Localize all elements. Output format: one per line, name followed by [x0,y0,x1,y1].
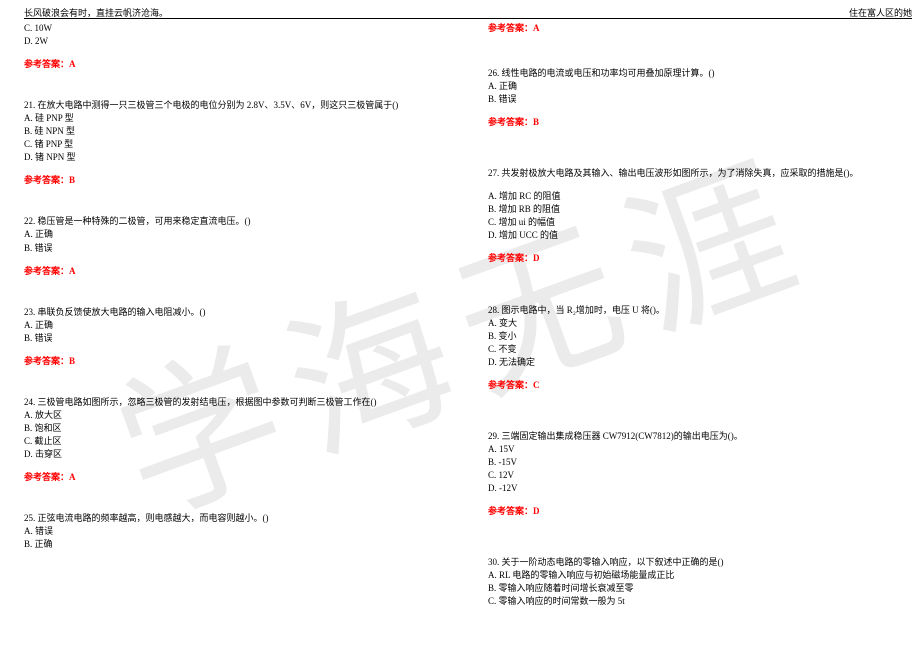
q24-answer: 参考答案：A [24,471,448,484]
q23: 23. 串联负反馈使放大电路的输入电阻减小。() A. 正确 B. 错误 参考答… [24,306,448,368]
q26-opt-b: B. 错误 [488,93,912,106]
q22-text: 22. 稳压管是一种特殊的二极管，可用来稳定直流电压。() [24,216,251,226]
q21: 21. 在放大电路中测得一只三极管三个电极的电位分别为 2.8V、3.5V、6V… [24,99,448,187]
q23-answer: 参考答案：B [24,355,448,368]
q25-answer: 参考答案：A [488,22,912,35]
q21-text: 21. 在放大电路中测得一只三极管三个电极的电位分别为 2.8V、3.5V、6V… [24,100,398,110]
q30-text: 30. 关于一阶动态电路的零输入响应，以下叙述中正确的是() [488,557,724,567]
q24-opt-b: B. 饱和区 [24,422,448,435]
q27-opt-d: D. 增加 UCC 的值 [488,229,912,242]
q20-continuation: C. 10W D. 2W 参考答案：A [24,22,448,71]
q26-opt-a: A. 正确 [488,80,912,93]
q20-opt-c: C. 10W [24,22,448,35]
q22-opt-a: A. 正确 [24,228,448,241]
q29-answer: 参考答案：D [488,505,912,518]
q30: 30. 关于一阶动态电路的零输入响应，以下叙述中正确的是() A. RL 电路的… [488,556,912,608]
q22-opt-b: B. 错误 [24,242,448,255]
q28-opt-c: C. 不变 [488,343,912,356]
q28: 28. 图示电路中，当 R₂增加时，电压 U 将()。 A. 变大 B. 变小 … [488,304,912,392]
q27-opt-a: A. 增加 RC 的阻值 [488,190,912,203]
q25-opt-b: B. 正确 [24,538,448,551]
q22-answer: 参考答案：A [24,265,448,278]
q29-opt-a: A. 15V [488,443,912,456]
q30-opt-b: B. 零输入响应随着时间增长衰减至零 [488,582,912,595]
q21-opt-a: A. 硅 PNP 型 [24,112,448,125]
q30-opt-a: A. RL 电路的零输入响应与初始磁场能量成正比 [488,569,912,582]
q28-opt-b: B. 变小 [488,330,912,343]
q24: 24. 三极管电路如图所示，忽略三极管的发射结电压，根据图中参数可判断三极管工作… [24,396,448,484]
q21-opt-b: B. 硅 NPN 型 [24,125,448,138]
q20-answer: 参考答案：A [24,58,448,71]
q27-answer: 参考答案：D [488,252,912,265]
q30-opt-c: C. 零输入响应的时间常数一般为 5t [488,595,912,608]
q29-opt-b: B. -15V [488,456,912,469]
column-right: 参考答案：A 26. 线性电路的电流或电压和功率均可用叠加原理计算。() A. … [488,22,912,651]
q28-text: 28. 图示电路中，当 R₂增加时，电压 U 将()。 [488,305,665,315]
q29-opt-d: D. -12V [488,482,912,495]
q24-opt-d: D. 击穿区 [24,448,448,461]
q25-text: 25. 正弦电流电路的频率越高，则电感越大，而电容则越小。() [24,513,269,523]
q28-answer: 参考答案：C [488,379,912,392]
q20-opt-d: D. 2W [24,35,448,48]
q23-opt-b: B. 错误 [24,332,448,345]
q21-opt-d: D. 锗 NPN 型 [24,151,448,164]
q25: 25. 正弦电流电路的频率越高，则电感越大，而电容则越小。() A. 错误 B.… [24,512,448,551]
q27-text: 27. 共发射极放大电路及其输入、输出电压波形如图所示，为了消除失真，应采取的措… [488,168,859,178]
q29-opt-c: C. 12V [488,469,912,482]
q21-opt-c: C. 锗 PNP 型 [24,138,448,151]
q21-answer: 参考答案：B [24,174,448,187]
q28-opt-d: D. 无法确定 [488,356,912,369]
q22: 22. 稳压管是一种特殊的二极管，可用来稳定直流电压。() A. 正确 B. 错… [24,215,448,277]
q24-opt-c: C. 截止区 [24,435,448,448]
q24-text: 24. 三极管电路如图所示，忽略三极管的发射结电压，根据图中参数可判断三极管工作… [24,397,377,407]
q29: 29. 三端固定输出集成稳压器 CW7912(CW7812)的输出电压为()。 … [488,430,912,518]
q24-opt-a: A. 放大区 [24,409,448,422]
content-area: C. 10W D. 2W 参考答案：A 21. 在放大电路中测得一只三极管三个电… [24,22,912,651]
q26-text: 26. 线性电路的电流或电压和功率均可用叠加原理计算。() [488,68,715,78]
q23-text: 23. 串联负反馈使放大电路的输入电阻减小。() [24,307,206,317]
q27-opt-b: B. 增加 RB 的阻值 [488,203,912,216]
q26: 26. 线性电路的电流或电压和功率均可用叠加原理计算。() A. 正确 B. 错… [488,67,912,129]
q26-answer: 参考答案：B [488,116,912,129]
column-left: C. 10W D. 2W 参考答案：A 21. 在放大电路中测得一只三极管三个电… [24,22,448,651]
q25-opt-a: A. 错误 [24,525,448,538]
q29-text: 29. 三端固定输出集成稳压器 CW7912(CW7812)的输出电压为()。 [488,431,743,441]
q27-opt-c: C. 增加 ui 的幅值 [488,216,912,229]
q27: 27. 共发射极放大电路及其输入、输出电压波形如图所示，为了消除失真，应采取的措… [488,167,912,265]
header-divider [24,18,912,19]
q28-opt-a: A. 变大 [488,317,912,330]
q23-opt-a: A. 正确 [24,319,448,332]
